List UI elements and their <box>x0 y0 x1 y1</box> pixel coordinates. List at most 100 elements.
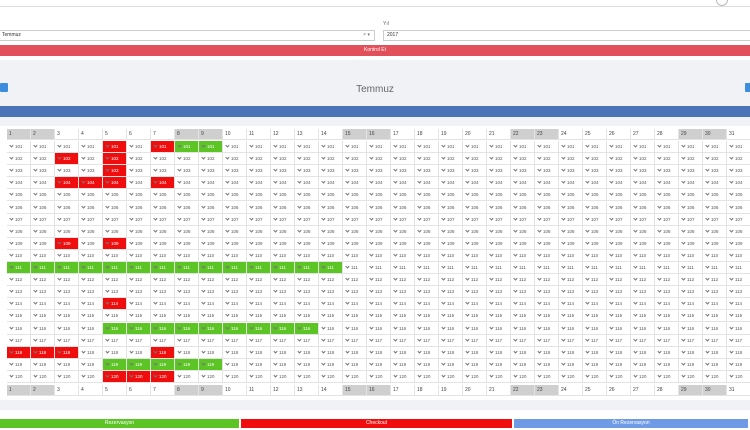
room-cell[interactable]: 117 <box>607 334 631 347</box>
room-cell[interactable]: 102 <box>247 153 271 166</box>
room-cell[interactable]: 112 <box>223 274 247 287</box>
room-cell[interactable]: 119 <box>223 358 247 371</box>
room-cell[interactable]: 101 <box>487 141 511 153</box>
room-cell[interactable]: 116 <box>655 322 679 335</box>
room-cell[interactable]: 109 <box>343 237 367 250</box>
room-cell[interactable]: 110 <box>367 249 391 262</box>
room-cell[interactable]: 119 <box>31 358 55 371</box>
room-cell[interactable]: 105 <box>631 189 655 202</box>
room-cell[interactable]: 120 <box>55 370 79 383</box>
room-cell[interactable]: 120 <box>175 370 199 383</box>
room-cell[interactable]: 104 <box>655 177 679 190</box>
room-cell[interactable]: 102 <box>511 153 535 166</box>
room-cell[interactable]: 104 <box>319 177 343 190</box>
room-cell[interactable]: 108 <box>103 225 127 238</box>
room-cell[interactable]: 109 <box>295 237 319 250</box>
room-cell[interactable]: 108 <box>583 225 607 238</box>
room-cell[interactable]: 106 <box>223 201 247 214</box>
room-cell[interactable]: 107 <box>583 213 607 226</box>
room-cell[interactable]: 105 <box>79 189 103 202</box>
room-cell[interactable]: 107 <box>31 213 55 226</box>
room-cell[interactable]: 110 <box>727 249 750 262</box>
room-cell[interactable]: 105 <box>415 189 439 202</box>
room-cell[interactable]: 119 <box>319 358 343 371</box>
room-cell[interactable]: 108 <box>535 225 559 238</box>
room-cell[interactable]: 116 <box>151 322 175 335</box>
room-cell[interactable]: 111 <box>583 262 607 274</box>
room-cell[interactable]: 102 <box>127 153 151 166</box>
room-cell[interactable]: 110 <box>559 249 583 262</box>
room-cell[interactable]: 112 <box>391 274 415 287</box>
room-cell[interactable]: 105 <box>559 189 583 202</box>
room-cell[interactable]: 114 <box>535 298 559 311</box>
room-cell[interactable]: 109 <box>679 237 703 250</box>
room-cell[interactable]: 117 <box>295 334 319 347</box>
room-cell[interactable]: 118 <box>535 346 559 359</box>
room-cell[interactable]: 112 <box>343 274 367 287</box>
room-cell[interactable]: 117 <box>391 334 415 347</box>
room-cell[interactable]: 118 <box>7 346 31 359</box>
room-cell[interactable]: 103 <box>439 165 463 178</box>
room-cell[interactable]: 109 <box>367 237 391 250</box>
room-cell[interactable]: 111 <box>271 262 295 274</box>
room-cell[interactable]: 113 <box>247 286 271 299</box>
room-cell[interactable]: 118 <box>655 346 679 359</box>
room-cell[interactable]: 104 <box>535 177 559 190</box>
room-cell[interactable]: 117 <box>439 334 463 347</box>
room-cell[interactable]: 114 <box>343 298 367 311</box>
room-cell[interactable]: 103 <box>319 165 343 178</box>
room-cell[interactable]: 108 <box>559 225 583 238</box>
room-cell[interactable]: 114 <box>463 298 487 311</box>
room-cell[interactable]: 101 <box>103 141 127 153</box>
room-cell[interactable]: 112 <box>7 274 31 287</box>
room-cell[interactable]: 113 <box>607 286 631 299</box>
room-cell[interactable]: 106 <box>247 201 271 214</box>
room-cell[interactable]: 118 <box>583 346 607 359</box>
room-cell[interactable]: 113 <box>55 286 79 299</box>
room-cell[interactable]: 107 <box>655 213 679 226</box>
room-cell[interactable]: 109 <box>487 237 511 250</box>
room-cell[interactable]: 113 <box>319 286 343 299</box>
room-cell[interactable]: 107 <box>175 213 199 226</box>
room-cell[interactable]: 112 <box>583 274 607 287</box>
room-cell[interactable]: 105 <box>583 189 607 202</box>
room-cell[interactable]: 106 <box>703 201 727 214</box>
room-cell[interactable]: 114 <box>727 298 750 311</box>
room-cell[interactable]: 104 <box>391 177 415 190</box>
room-cell[interactable]: 116 <box>247 322 271 335</box>
room-cell[interactable]: 110 <box>511 249 535 262</box>
room-cell[interactable]: 107 <box>223 213 247 226</box>
room-cell[interactable]: 101 <box>463 141 487 153</box>
room-cell[interactable]: 115 <box>535 310 559 323</box>
room-cell[interactable]: 115 <box>607 310 631 323</box>
room-cell[interactable]: 112 <box>559 274 583 287</box>
room-cell[interactable]: 115 <box>31 310 55 323</box>
room-cell[interactable]: 105 <box>295 189 319 202</box>
room-cell[interactable]: 116 <box>631 322 655 335</box>
room-cell[interactable]: 108 <box>367 225 391 238</box>
room-cell[interactable]: 102 <box>175 153 199 166</box>
room-cell[interactable]: 110 <box>391 249 415 262</box>
room-cell[interactable]: 102 <box>487 153 511 166</box>
room-cell[interactable]: 117 <box>55 334 79 347</box>
room-cell[interactable]: 106 <box>319 201 343 214</box>
room-cell[interactable]: 117 <box>31 334 55 347</box>
room-cell[interactable]: 115 <box>511 310 535 323</box>
room-cell[interactable]: 104 <box>367 177 391 190</box>
room-cell[interactable]: 107 <box>463 213 487 226</box>
room-cell[interactable]: 113 <box>631 286 655 299</box>
room-cell[interactable]: 114 <box>607 298 631 311</box>
room-cell[interactable]: 108 <box>679 225 703 238</box>
room-cell[interactable]: 102 <box>31 153 55 166</box>
room-cell[interactable]: 116 <box>415 322 439 335</box>
room-cell[interactable]: 111 <box>391 262 415 274</box>
room-cell[interactable]: 108 <box>295 225 319 238</box>
room-cell[interactable]: 112 <box>175 274 199 287</box>
room-cell[interactable]: 101 <box>7 141 31 153</box>
room-cell[interactable]: 106 <box>7 201 31 214</box>
room-cell[interactable]: 120 <box>319 370 343 383</box>
room-cell[interactable]: 118 <box>31 346 55 359</box>
room-cell[interactable]: 101 <box>703 141 727 153</box>
room-cell[interactable]: 112 <box>439 274 463 287</box>
room-cell[interactable]: 109 <box>391 237 415 250</box>
